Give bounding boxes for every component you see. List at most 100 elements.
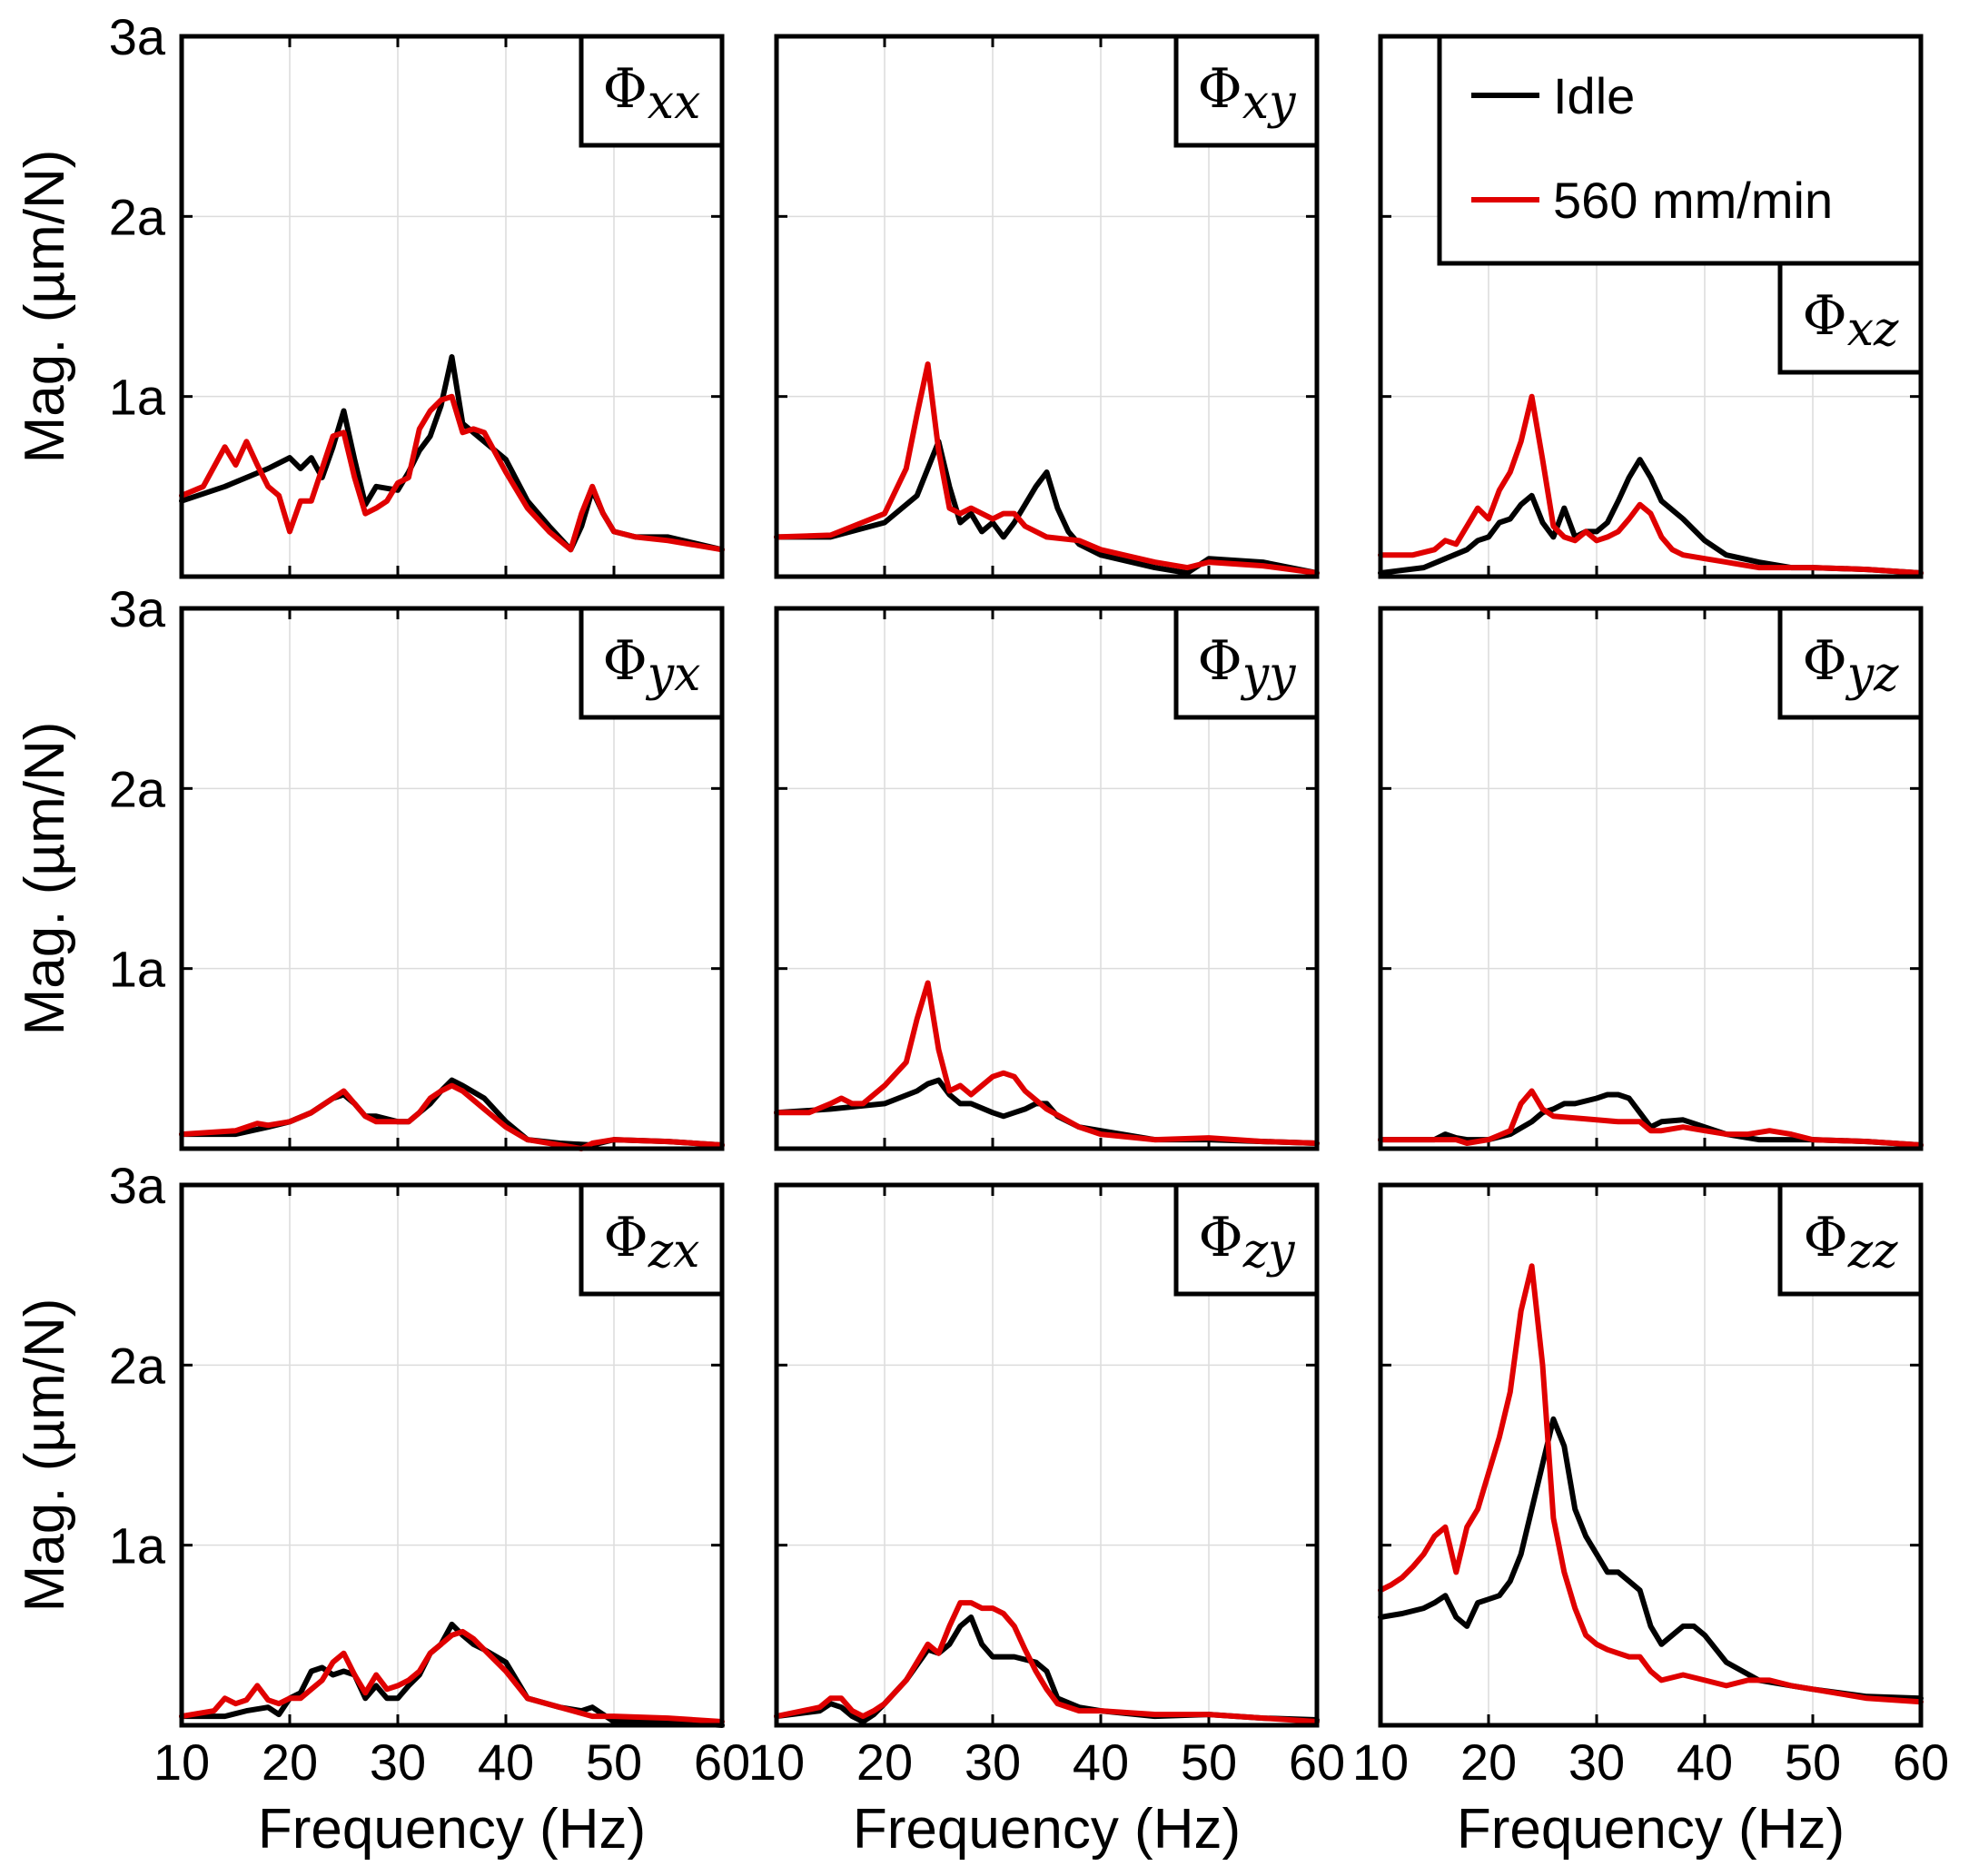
series-line-560-mm-min [179, 1628, 725, 1724]
series-line-560-mm-min [774, 1600, 1320, 1724]
panel-label-base: Φ [603, 57, 648, 121]
y-axis-label: Mag. (µm/N) [14, 722, 76, 1036]
panel-label-box [579, 606, 725, 720]
y-tick-label: 3a [109, 1157, 166, 1214]
panel-phi-xy: Φxy1a2a3a [774, 34, 1320, 579]
panel-label-sub: xx [648, 75, 701, 130]
panel-label-base: Φ [1803, 629, 1847, 693]
panel-label: Φxx [603, 57, 701, 130]
x-tick-label: 30 [1568, 1733, 1625, 1791]
legend-box [1437, 34, 1924, 266]
panel-label-sub: zz [1847, 1224, 1898, 1279]
plot-frame [774, 606, 1320, 1151]
panel-label-base: Φ [1199, 1206, 1243, 1269]
panel-phi-yx: Φyx 1a 2a 3a Mag. (µm/N) [14, 580, 725, 1151]
panel-label: Φzz [1804, 1206, 1899, 1279]
y-tick-label: 2a [109, 760, 166, 817]
x-axis-label: Frequency (Hz) [853, 1798, 1241, 1861]
x-tick-label: 60 [1893, 1733, 1949, 1791]
x-tick-label: 30 [965, 1733, 1021, 1791]
x-tick-label: 10 [1352, 1733, 1409, 1791]
panel-label: Φxy [1198, 57, 1297, 130]
y-tick-label: 2a [109, 1337, 166, 1394]
panel-phi-yz: Φyz1a2a3a [1378, 606, 1924, 1151]
plot-frame [1378, 606, 1924, 1151]
series-line-idle [1378, 457, 1924, 576]
series-line-560-mm-min [774, 361, 1320, 576]
x-tick-label: 40 [1073, 1733, 1129, 1791]
panel-label: Φyx [603, 629, 701, 702]
panel-label-base: Φ [604, 1206, 648, 1269]
y-tick-label: 1a [109, 1517, 166, 1575]
panel-label-box [1777, 1182, 1924, 1297]
panel-label-base: Φ [1198, 629, 1242, 693]
plot-frame [1378, 1182, 1924, 1728]
x-tick-label: 30 [370, 1733, 426, 1791]
panel-label-box [1777, 606, 1924, 720]
series-line-idle [1378, 1416, 1924, 1702]
series-line-560-mm-min [179, 1082, 725, 1151]
panel-label-sub: yx [646, 647, 701, 702]
panel-label-sub: yz [1845, 647, 1899, 702]
plot-frame [179, 34, 725, 579]
panel-label-base: Φ [603, 629, 648, 693]
x-tick-label: 50 [586, 1733, 642, 1791]
series-line-idle [1378, 1091, 1924, 1148]
panel-label: Φyy [1198, 629, 1297, 702]
panel-label: Φzy [1199, 1206, 1296, 1279]
panel-label-box [579, 34, 725, 148]
plot-frame [179, 606, 725, 1151]
panel-label-sub: xz [1847, 302, 1899, 357]
series-line-560-mm-min [179, 393, 725, 553]
panel-label-box [1173, 1182, 1320, 1297]
series-line-idle [179, 354, 725, 553]
panel-label-sub: xy [1242, 75, 1296, 130]
panel-phi-xx: Φxx 1a 2a 3a Mag. (µm/N) [14, 8, 725, 579]
x-axis-label: Frequency (Hz) [258, 1798, 646, 1861]
series-line-idle [774, 1614, 1320, 1724]
panel-label-base: Φ [1804, 1206, 1848, 1269]
panel-label-sub: yy [1241, 647, 1296, 702]
series-line-idle [179, 1621, 725, 1728]
series-line-560-mm-min [1378, 393, 1924, 576]
x-tick-label: 20 [262, 1733, 318, 1791]
series-line-560-mm-min [774, 980, 1320, 1146]
panel-label: Φxz [1803, 284, 1900, 357]
series-line-idle [179, 1077, 725, 1148]
y-axis-label: Mag. (µm/N) [14, 150, 76, 464]
y-tick-label: 3a [109, 8, 166, 65]
panel-phi-zx: Φzx 1a 2a 3a 10 20 30 40 50 60 Frequency (Hz) Mag. … [14, 1157, 750, 1861]
x-tick-label: 20 [1460, 1733, 1517, 1791]
x-axis-label: Frequency (Hz) [1457, 1798, 1845, 1861]
panel-label-base: Φ [1803, 284, 1847, 348]
plot-frame [774, 34, 1320, 579]
panel-label-box [579, 1182, 725, 1297]
panel-label: Φzx [604, 1206, 700, 1279]
legend-label: 560 mm/min [1553, 172, 1833, 229]
panel-phi-yy: Φyy1a2a3a [774, 606, 1320, 1151]
y-axis-label: Mag. (µm/N) [14, 1298, 76, 1613]
x-tick-label: 50 [1181, 1733, 1237, 1791]
x-tick-label: 10 [748, 1733, 805, 1791]
panel-phi-zy: Φzy1a2a3a102030405060Frequency (Hz) [748, 1182, 1345, 1861]
x-tick-label: 40 [478, 1733, 534, 1791]
plot-frame [774, 1182, 1320, 1728]
panel-phi-xz: Φxz1a2a3a [1378, 34, 1924, 579]
panel-label-base: Φ [1198, 57, 1242, 121]
panel-label: Φyz [1803, 629, 1900, 702]
x-tick-label: 50 [1785, 1733, 1841, 1791]
panel-label-box [1777, 261, 1924, 375]
panel-label-box [1173, 606, 1320, 720]
y-tick-label: 3a [109, 580, 166, 637]
y-tick-label: 1a [109, 369, 166, 426]
legend: Idle 560 mm/min [1437, 34, 1924, 266]
x-tick-label: 60 [1289, 1733, 1345, 1791]
y-tick-label: 1a [109, 941, 166, 998]
x-tick-label: 60 [694, 1733, 750, 1791]
panel-label-sub: zy [1242, 1224, 1295, 1279]
panel-label-sub: zx [648, 1224, 700, 1279]
series-line-560-mm-min [1378, 1088, 1924, 1148]
plot-frame [179, 1182, 725, 1728]
x-tick-label: 10 [153, 1733, 210, 1791]
